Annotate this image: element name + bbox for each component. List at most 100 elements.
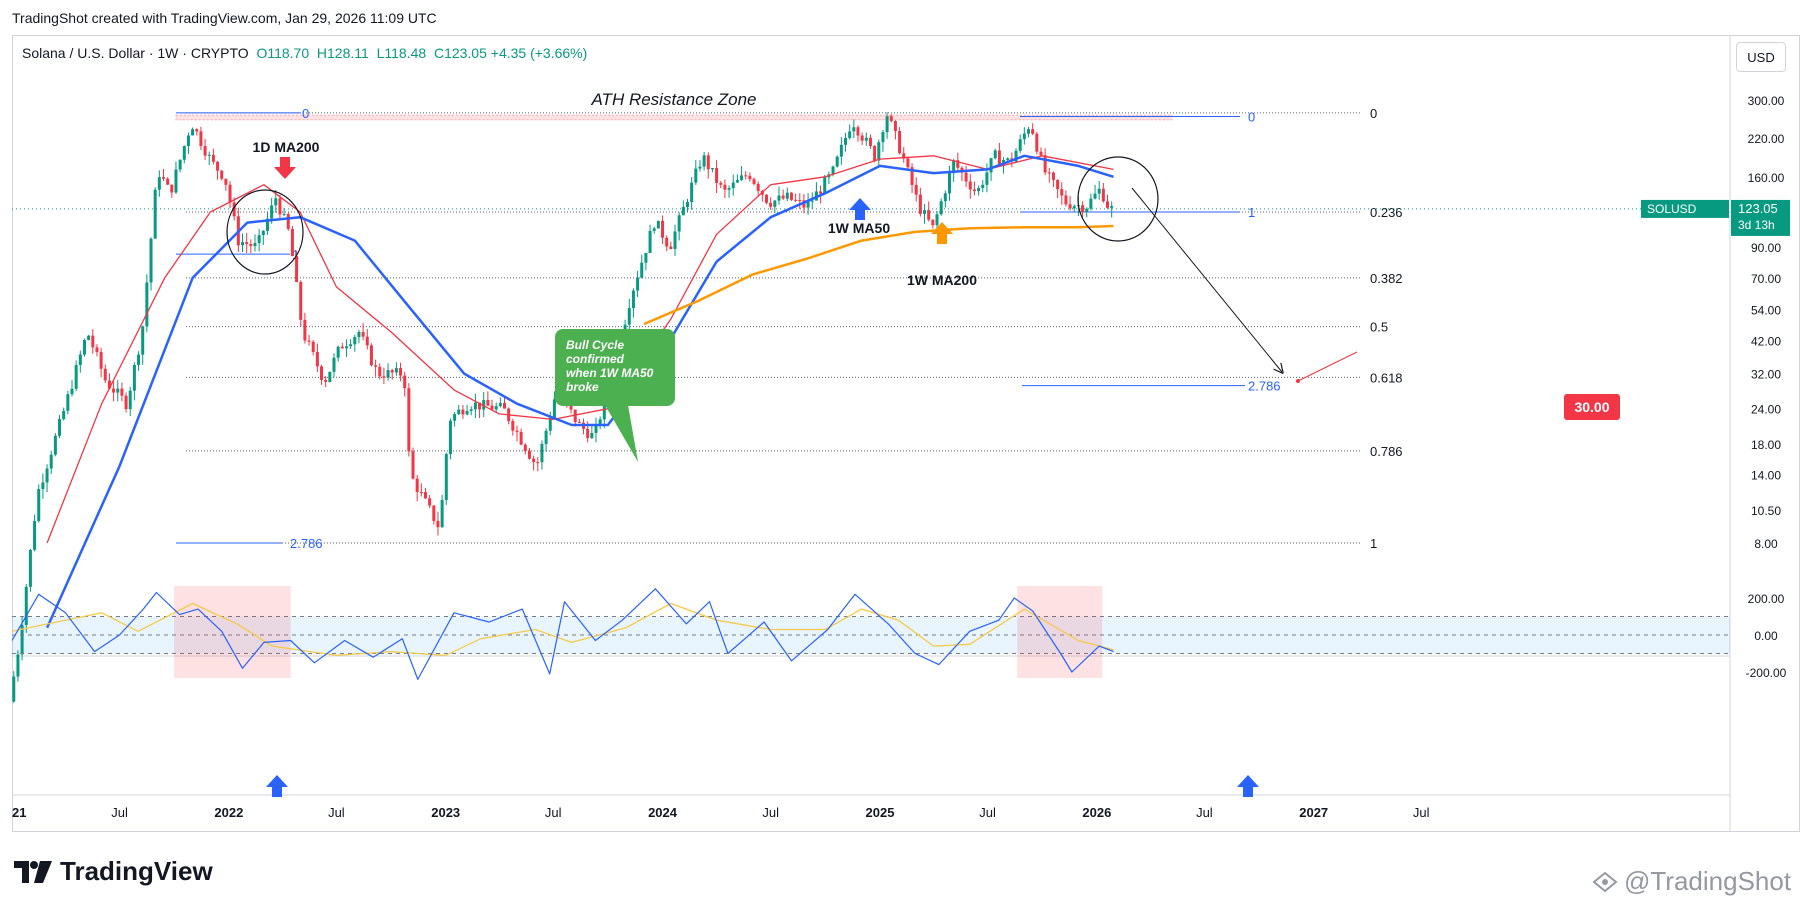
candle-body [1064, 195, 1068, 205]
candle [403, 371, 407, 397]
candle-body [203, 146, 207, 156]
price-tick-18.00: 18.00 [1751, 438, 1781, 452]
candle [1110, 201, 1114, 218]
candle [278, 194, 282, 220]
candle [715, 160, 719, 193]
candle-body [860, 135, 864, 141]
candle-body [344, 346, 348, 349]
candle-body [1002, 159, 1006, 164]
candle [661, 215, 665, 244]
candle-body [153, 189, 157, 239]
candle [794, 193, 798, 202]
bull-cycle-pointer [605, 405, 638, 462]
candle [977, 185, 981, 196]
candle [62, 407, 66, 421]
candle-body [415, 478, 419, 493]
candle [656, 220, 660, 229]
candle [507, 407, 511, 425]
tradingview-logo[interactable]: TradingView [14, 856, 213, 887]
candle [997, 142, 1001, 165]
candle-body [253, 243, 257, 247]
currency-button[interactable]: USD [1736, 42, 1786, 72]
candle [918, 187, 922, 217]
candle [332, 353, 336, 378]
candle-body [1043, 155, 1047, 173]
candle [423, 487, 427, 500]
candle [885, 112, 889, 139]
candle-body [369, 345, 373, 366]
candle [24, 584, 28, 633]
candle [45, 464, 49, 493]
candle [960, 166, 964, 182]
candle-body [540, 443, 544, 463]
candle-body [1006, 158, 1010, 160]
candle-body [773, 200, 777, 207]
candle [195, 128, 199, 136]
candle [573, 409, 577, 427]
candle-body [694, 168, 698, 183]
candle [253, 234, 257, 252]
candle-body [735, 179, 739, 183]
candle [1031, 123, 1035, 136]
candle-body [290, 228, 294, 257]
candle-body [798, 200, 802, 202]
candle-body [710, 168, 714, 170]
candle [789, 192, 793, 202]
candle-body [873, 145, 877, 161]
ma200-1d-label: 1D MA200 [253, 139, 320, 155]
candle [494, 402, 498, 413]
time-tick: 2024 [648, 805, 678, 820]
candle-body [536, 462, 540, 464]
candle-body [748, 175, 752, 180]
target-connector [1297, 351, 1358, 382]
candle-body [723, 184, 727, 190]
candle-body [848, 131, 852, 139]
symbol-name: Solana / U.S. Dollar · 1W · CRYPTO [22, 45, 249, 61]
candle [344, 339, 348, 357]
candle [503, 396, 507, 409]
ma200-1d-arrow-icon [274, 157, 296, 179]
candle-body [677, 215, 681, 232]
candle [523, 443, 527, 455]
osc-tick-200.00: 200.00 [1748, 592, 1785, 606]
fib-label-0.5: 0.5 [1370, 320, 1388, 335]
candle-body [49, 454, 53, 469]
candle [33, 514, 37, 552]
candle-body [161, 177, 165, 179]
candle-body [66, 394, 70, 411]
candle-body [324, 379, 328, 382]
ma200-1w-label: 1W MA200 [907, 272, 977, 288]
candle-body [532, 458, 536, 463]
candle-body [16, 654, 20, 677]
candle-body [1018, 139, 1022, 151]
candle-body [12, 676, 16, 702]
candle-body [332, 357, 336, 372]
fib-label-0.786: 0.786 [1370, 444, 1403, 459]
candle [923, 204, 927, 224]
target-price-box [1564, 394, 1620, 420]
candle [848, 124, 852, 140]
tradingview-logo-text: TradingView [60, 856, 213, 886]
candle-body [286, 214, 290, 229]
candle-body [952, 160, 956, 174]
candle-body [1060, 189, 1064, 196]
candle [228, 181, 232, 208]
candle [898, 127, 902, 155]
price-tick-300.00: 300.00 [1748, 94, 1785, 108]
candle-body [99, 352, 103, 369]
bull-cycle-line-2: confirmed [566, 352, 625, 366]
candle [864, 132, 868, 146]
candle-body [864, 137, 868, 141]
candle [1101, 182, 1105, 203]
ma50-1w-arrow-icon [849, 198, 871, 220]
candle [457, 404, 461, 416]
symbol-legend[interactable]: Solana / U.S. Dollar · 1W · CRYPTO O118.… [22, 45, 587, 61]
candle-body [207, 154, 211, 156]
candle-body [498, 402, 502, 407]
candle-body [62, 410, 66, 420]
candle [552, 391, 556, 419]
candle-body [1056, 179, 1060, 190]
candle [631, 288, 635, 318]
main-pane: 0 0.236 0.382 0.5 0.618 0.786 1 0 1 2.786 0 1 2.786 [12, 106, 1730, 703]
